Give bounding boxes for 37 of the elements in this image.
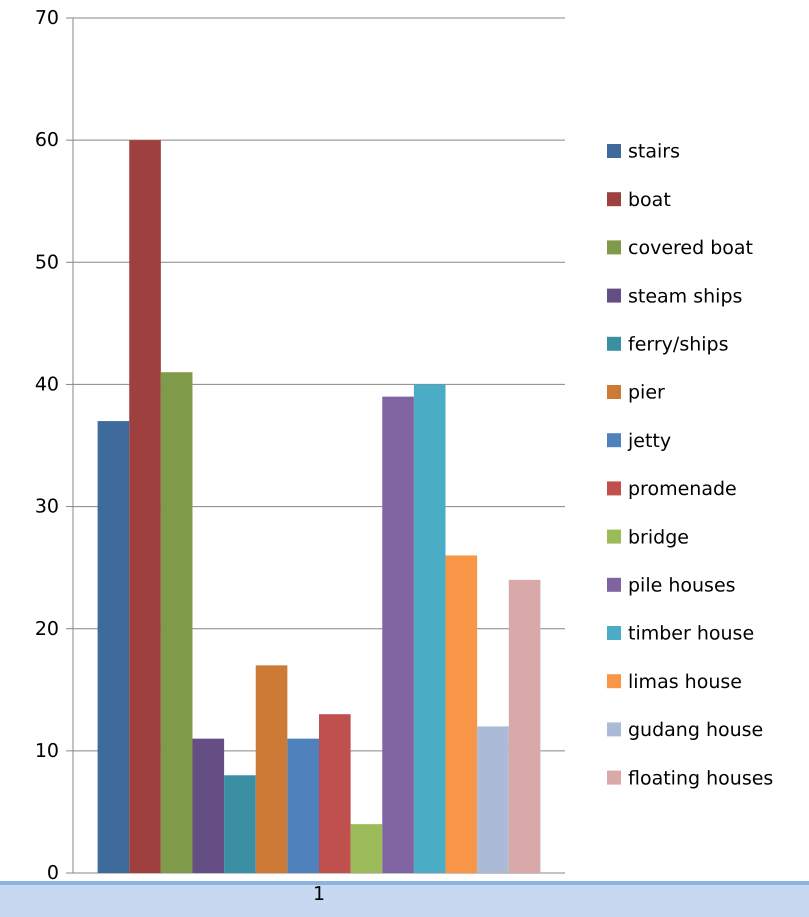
y-tick-label: 70 (34, 7, 59, 30)
x-tick-label: 1 (312, 883, 326, 905)
bar (508, 580, 540, 873)
legend-label: floating houses (628, 767, 774, 790)
y-tick-label: 20 (34, 618, 59, 640)
legend-label: steam ships (628, 285, 742, 308)
legend-label: ferry/ships (628, 333, 728, 356)
legend-label: limas house (628, 670, 742, 693)
legend-label: boat (628, 188, 671, 211)
bar (129, 140, 161, 873)
bar (98, 421, 130, 873)
bar (477, 726, 509, 873)
bar (287, 738, 319, 873)
y-tick-label: 10 (34, 740, 59, 762)
y-tick-label: 60 (34, 129, 59, 152)
legend-label: stairs (628, 140, 680, 163)
legend-label: pile houses (628, 574, 736, 596)
legend-label: gudang house (628, 719, 764, 742)
bar (319, 714, 351, 873)
bar (224, 775, 256, 873)
y-tick-label: 30 (34, 496, 59, 518)
legend-label: promenade (628, 478, 737, 500)
bar (414, 384, 446, 873)
legend-label: bridge (628, 526, 689, 548)
y-tick-label: 50 (34, 251, 59, 274)
legend-label: jetty (627, 430, 672, 452)
y-tick-label: 40 (34, 374, 59, 396)
legend-label: covered boat (628, 237, 753, 260)
legend-label: pier (628, 382, 666, 404)
bar (256, 665, 288, 873)
bar (160, 372, 192, 873)
bar (382, 396, 414, 873)
bar (192, 738, 224, 873)
legend-label: timber house (628, 622, 754, 645)
bar (446, 555, 478, 873)
bar (350, 824, 382, 873)
y-tick-label: 0 (46, 862, 59, 884)
